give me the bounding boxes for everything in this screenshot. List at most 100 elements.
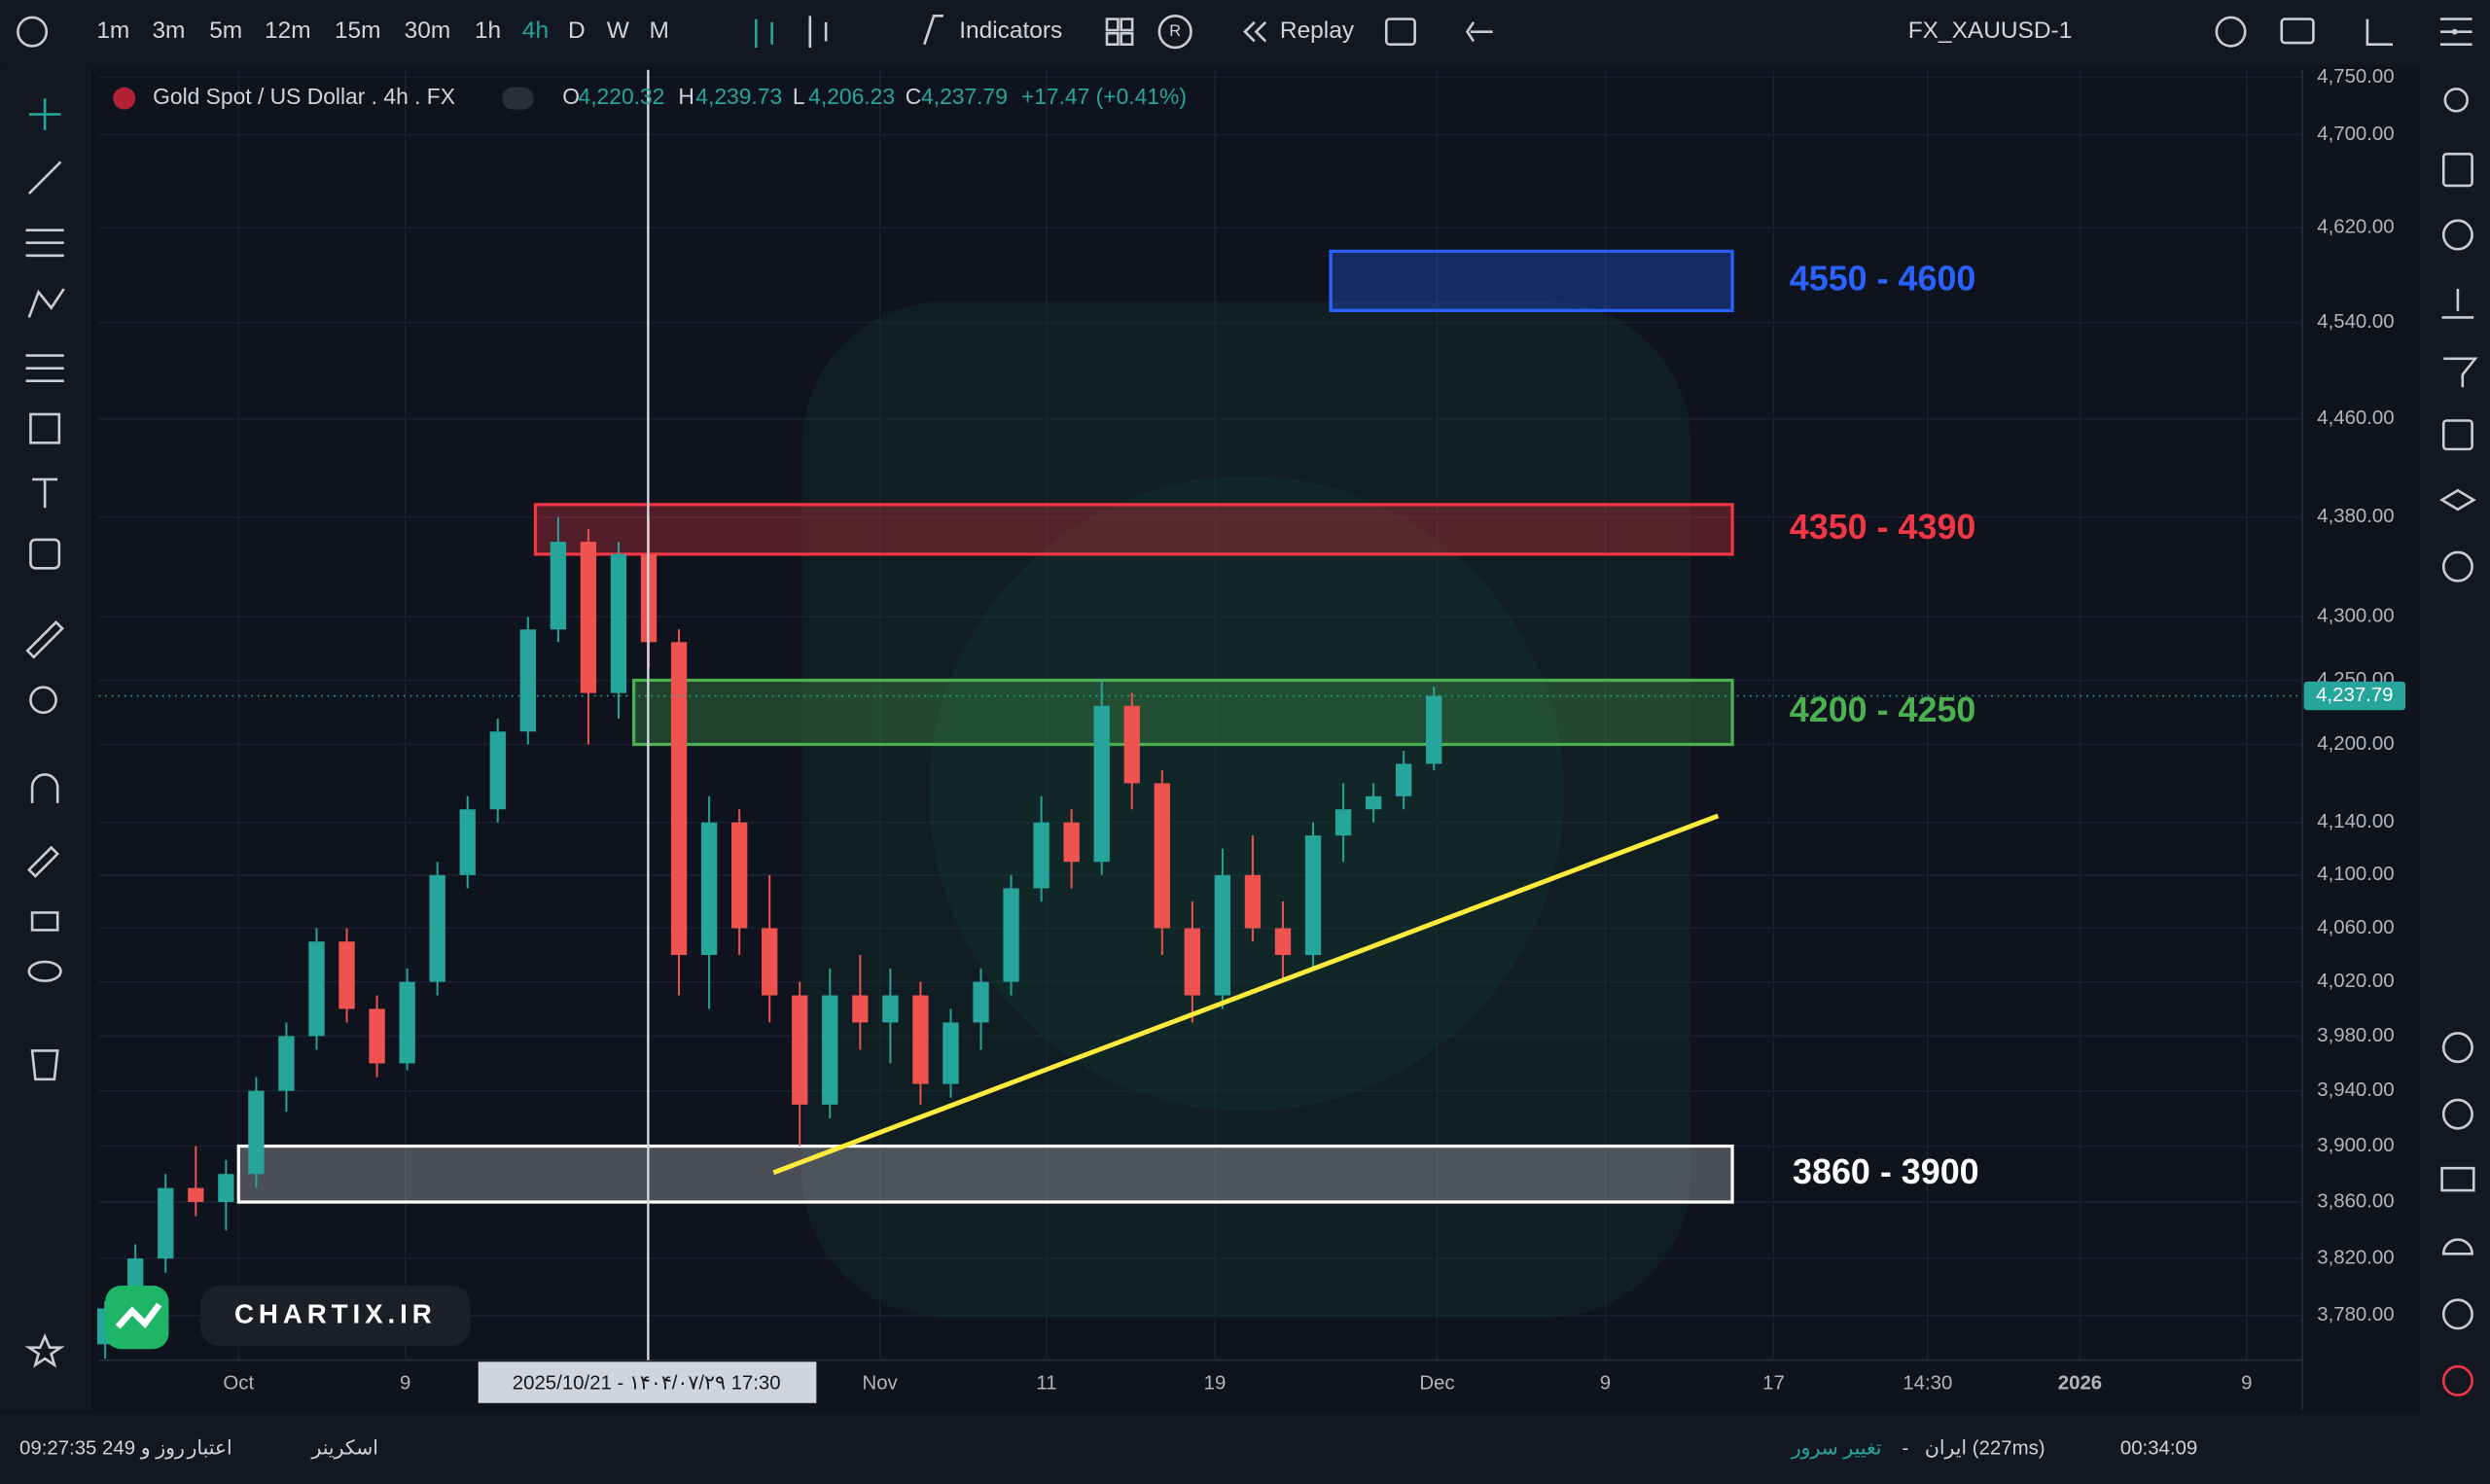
server-change[interactable]: تغییر سرور xyxy=(1791,1437,1882,1459)
candle-body xyxy=(459,809,476,875)
candle-body xyxy=(188,1187,204,1203)
crosshair-label: 2025/10/21 - ۱۴۰۴/۰۷/۲۹ 17:30 xyxy=(513,1373,781,1395)
collapse-button[interactable] xyxy=(502,87,534,110)
watermark-box xyxy=(200,1285,471,1347)
timeframe-button[interactable]: 3m xyxy=(152,18,185,44)
zone-label: 4550 - 4600 xyxy=(1790,259,1976,298)
time-tick-label: 14:30 xyxy=(1903,1373,1952,1395)
legend-high-key: H xyxy=(678,84,694,109)
candle-body xyxy=(792,995,808,1105)
zone xyxy=(1329,249,1734,312)
watermark-icon-mark xyxy=(115,1302,162,1329)
zone xyxy=(533,503,1734,556)
candle-body xyxy=(1426,695,1442,764)
candle-body xyxy=(700,822,718,955)
credit: اعتبار xyxy=(187,1437,232,1459)
price-tick-label: 4,380.00 xyxy=(2317,506,2394,527)
legend-close: 4,237.79 xyxy=(921,84,1008,109)
candle-body xyxy=(1334,809,1352,836)
top-icons xyxy=(755,15,2393,50)
add-icon[interactable] xyxy=(17,16,49,48)
separator: - xyxy=(1903,1437,1909,1459)
candle-body xyxy=(1093,705,1110,863)
r-badge: R xyxy=(1169,22,1181,40)
candle-body xyxy=(1154,783,1170,929)
timeframes: 1m 3m 5m 12m 15m 30m 1h 4h D W M xyxy=(96,18,669,44)
candle-body xyxy=(822,995,838,1105)
price-tick-label: 4,200.00 xyxy=(2317,733,2394,755)
timeframe-button[interactable]: 4h xyxy=(522,18,549,44)
candle-body xyxy=(278,1036,295,1091)
candle-body xyxy=(1396,763,1412,796)
timeframe-button[interactable]: M xyxy=(650,18,669,44)
time-tick-label: 11 xyxy=(1036,1373,1056,1395)
left-toolbar xyxy=(0,64,93,1411)
symbol-button[interactable]: FX_XAUUSD-1 xyxy=(1908,18,2073,44)
status-bar xyxy=(0,1414,2420,1484)
candle-body xyxy=(852,995,869,1023)
right-toolbar xyxy=(2419,0,2490,1484)
candle-body xyxy=(943,1022,959,1084)
price-tick-label: 4,460.00 xyxy=(2317,407,2394,429)
candle-body xyxy=(308,941,325,1037)
server: ایران (227ms) xyxy=(1925,1437,2045,1459)
candle-body xyxy=(489,731,506,810)
candle-body xyxy=(1123,705,1140,784)
time-tick-label: 2026 xyxy=(2058,1373,2102,1395)
price-tick-label: 4,060.00 xyxy=(2317,917,2394,938)
price-tick-label: 3,780.00 xyxy=(2317,1304,2394,1325)
timeframe-button[interactable]: 30m xyxy=(405,18,451,44)
price-tick-label: 4,140.00 xyxy=(2317,811,2394,832)
price-tick-label: 3,820.00 xyxy=(2317,1248,2394,1269)
candle-body xyxy=(580,542,597,693)
price-tick-label: 3,980.00 xyxy=(2317,1025,2394,1046)
time-tick-label: 9 xyxy=(2241,1373,2252,1395)
trendline xyxy=(772,813,1720,1176)
price-tick-label: 3,860.00 xyxy=(2317,1190,2394,1212)
candle-body xyxy=(882,995,899,1023)
plot: 4550 - 4600 4350 - 4390 4200 - 4250 3860 - … xyxy=(97,69,2302,1360)
candle-body xyxy=(1244,874,1262,929)
time-tick-label: 17 xyxy=(1762,1373,1785,1395)
timeframe-button[interactable]: 1m xyxy=(96,18,129,44)
screener[interactable]: اسکرینر xyxy=(311,1437,378,1459)
timeframe-button[interactable]: 12m xyxy=(265,18,311,44)
candle-body xyxy=(670,642,688,955)
zone-label: 3860 - 3900 xyxy=(1793,1152,1979,1191)
flag-icon xyxy=(113,87,136,110)
timeframe-button[interactable]: W xyxy=(607,18,630,44)
candle-body xyxy=(1274,928,1292,955)
price-tick-label: 4,750.00 xyxy=(2317,66,2394,88)
candle-body xyxy=(1214,874,1231,996)
candle-body xyxy=(519,629,536,732)
zone xyxy=(632,678,1734,747)
indicators-button[interactable]: Indicators xyxy=(959,18,1062,44)
candle-body xyxy=(1304,835,1322,955)
timeframe-button[interactable]: 5m xyxy=(209,18,242,44)
replay-button[interactable]: Replay xyxy=(1280,18,1355,44)
crosshair-badge xyxy=(478,1361,817,1403)
candle-body xyxy=(550,542,567,630)
candle-body xyxy=(248,1090,265,1175)
legend-low-key: L xyxy=(793,84,805,109)
time-tick-label: 19 xyxy=(1204,1373,1227,1395)
price-tick-label: 3,900.00 xyxy=(2317,1135,2394,1156)
candle-body xyxy=(912,995,929,1084)
last-price-label: 4,237.79 xyxy=(2316,685,2393,706)
candle-body xyxy=(1365,795,1382,810)
candle-body xyxy=(399,981,415,1064)
timeframe-button[interactable]: D xyxy=(568,18,586,44)
candle-body xyxy=(1063,822,1080,863)
clock: 00:34:09 xyxy=(2120,1437,2197,1459)
timeframe-button[interactable]: 15m xyxy=(335,18,381,44)
candle-body xyxy=(338,941,355,1009)
candle-body xyxy=(429,874,445,982)
time-tick-label: 9 xyxy=(1600,1373,1611,1395)
time-tick-label: 9 xyxy=(400,1373,410,1395)
price-tick-label: 4,540.00 xyxy=(2317,311,2394,333)
legend-open: 4,220.32 xyxy=(579,84,665,109)
timeframe-button[interactable]: 1h xyxy=(475,18,501,44)
time-tick-label: Dec xyxy=(1419,1373,1454,1395)
